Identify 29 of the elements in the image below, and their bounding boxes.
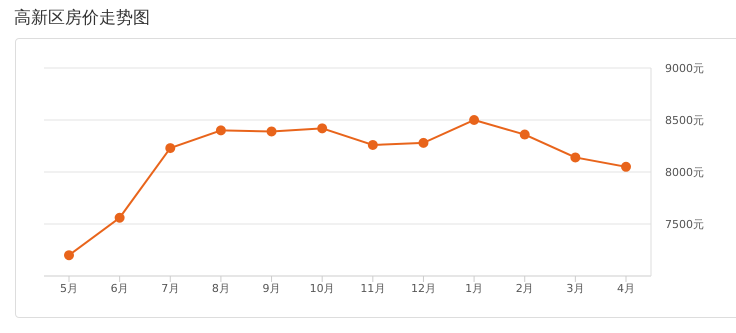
point	[520, 130, 530, 140]
x-tick-label: 4月	[617, 282, 635, 295]
x-tick-label: 10月	[310, 282, 335, 295]
x-tick-label: 2月	[516, 282, 534, 295]
y-tick-label: 9000元	[665, 62, 704, 75]
x-tick-label: 9月	[262, 282, 281, 295]
point	[64, 250, 74, 260]
x-tick-label: 5月	[60, 282, 78, 295]
x-tick-label: 7月	[161, 282, 180, 295]
x-tick-label: 11月	[360, 282, 386, 295]
chart-title: 高新区房价走势图	[14, 7, 151, 30]
point	[165, 143, 176, 154]
point	[266, 126, 277, 136]
point	[114, 212, 125, 223]
point	[317, 123, 328, 134]
x-tick-label: 12月	[410, 282, 436, 295]
point	[469, 115, 480, 125]
x-tick-label: 3月	[566, 282, 584, 295]
y-tick-label: 8500元	[665, 114, 704, 127]
point	[570, 152, 580, 162]
x-tick-label: 6月	[110, 282, 129, 295]
x-tick-label: 1月	[465, 282, 484, 295]
y-tick-label: 8000元	[665, 166, 704, 179]
y-tick-label: 7500元	[665, 218, 704, 231]
x-tick-label: 8月	[212, 282, 230, 295]
point	[216, 125, 226, 136]
point	[621, 162, 631, 172]
point	[368, 140, 378, 150]
point	[418, 138, 428, 148]
